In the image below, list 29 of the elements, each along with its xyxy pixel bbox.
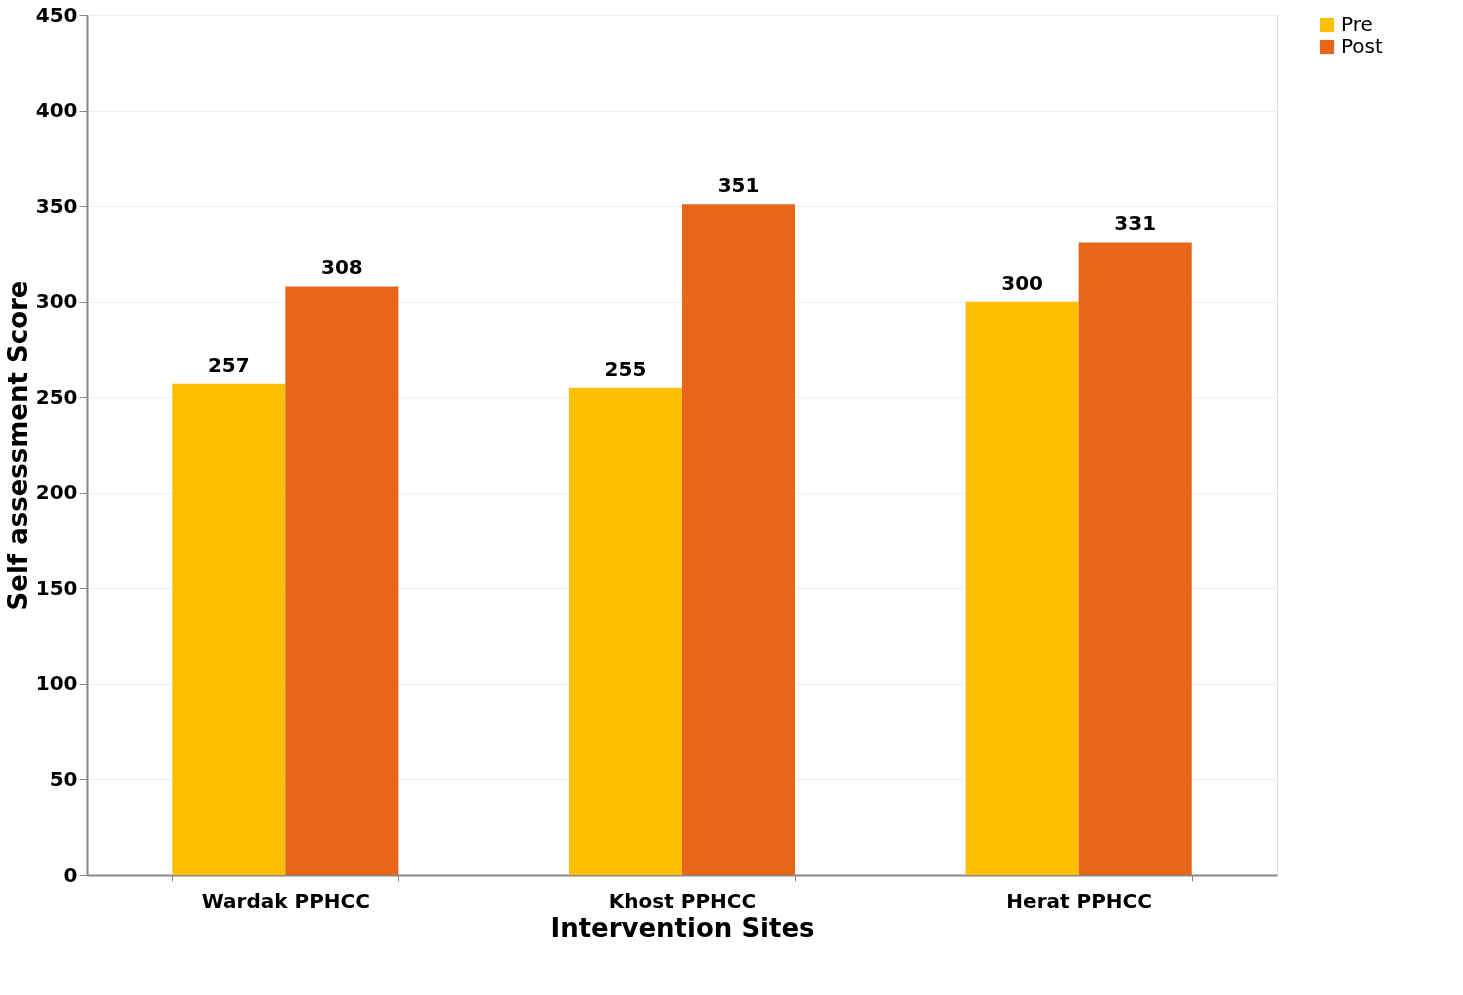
y-tick-label: 250 bbox=[35, 384, 78, 409]
y-tick-label: 300 bbox=[35, 289, 78, 314]
y-tick-label: 50 bbox=[49, 766, 78, 791]
y-tick-label: 150 bbox=[35, 575, 78, 600]
data-label: 257 bbox=[207, 352, 250, 377]
bar bbox=[682, 204, 796, 875]
bar bbox=[285, 286, 399, 875]
y-axis-title: Self assessment Score bbox=[2, 280, 33, 611]
x-tick-label: Khost PPHCC bbox=[608, 888, 757, 913]
y-tick-label: 450 bbox=[35, 2, 78, 27]
bar bbox=[568, 387, 682, 875]
y-tick-label: 200 bbox=[35, 480, 78, 505]
bar bbox=[172, 383, 286, 875]
x-tick-label: Wardak PPHCC bbox=[201, 888, 370, 913]
y-tick-label: 400 bbox=[35, 98, 78, 123]
data-label: 300 bbox=[1001, 270, 1044, 295]
y-tick-label: 350 bbox=[35, 193, 78, 218]
data-label: 331 bbox=[1114, 211, 1157, 236]
legend-label: Pre bbox=[1341, 12, 1373, 36]
data-label: 308 bbox=[320, 255, 363, 280]
x-axis-title: Intervention Sites bbox=[550, 912, 815, 943]
x-tick-label: Herat PPHCC bbox=[1006, 888, 1152, 913]
data-label: 255 bbox=[604, 356, 647, 381]
y-tick-label: 0 bbox=[63, 862, 78, 887]
y-tick-label: 100 bbox=[35, 671, 78, 696]
bar bbox=[965, 301, 1079, 875]
legend-label: Post bbox=[1341, 34, 1383, 58]
data-label: 351 bbox=[717, 173, 760, 198]
bar bbox=[1078, 242, 1192, 875]
